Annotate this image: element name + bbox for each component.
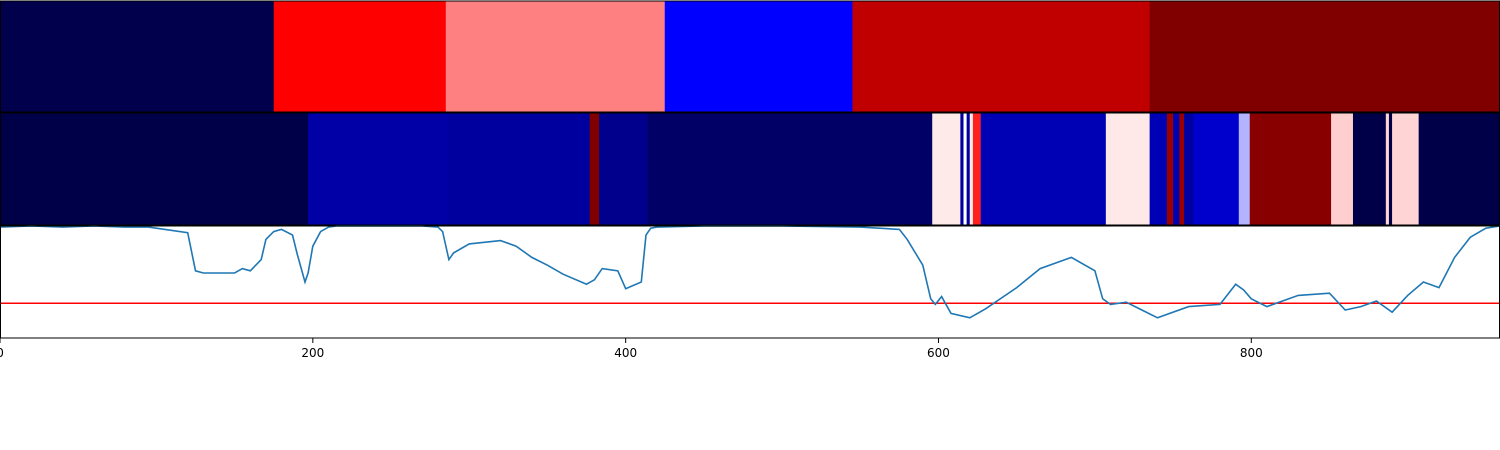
strip1-segment-22 [1331,113,1354,225]
strip0-segment-3 [664,1,853,112]
strip1-segment-0 [0,113,309,225]
score-series-line [0,225,1500,319]
strip1-segment-2 [448,113,591,225]
x-axis: 0 200 400 600 800 [0,338,1263,360]
x-tick-label-400: 400 [614,346,637,360]
strip1-segment-24 [1385,113,1390,225]
top-segment-strip [0,1,1500,112]
strip1-segment-8 [963,113,968,225]
line-plot-frame [0,225,1500,339]
strip0-segment-2 [445,1,666,112]
strip1-segment-18 [1184,113,1194,225]
strip1-segment-7 [960,113,964,225]
middle-segment-strip [0,113,1500,225]
strip1-segment-14 [1149,113,1168,225]
strip1-segment-1 [308,113,450,225]
strip0-segment-4 [852,1,1151,112]
x-tick-label-200: 200 [301,346,324,360]
strip1-segment-27 [1418,113,1500,225]
strip0-segment-5 [1149,1,1500,112]
strip1-segment-17 [1179,113,1185,225]
strip1-segment-9 [966,113,971,225]
x-tick-label-800: 800 [1240,346,1263,360]
strip1-segment-21 [1249,113,1332,225]
strip1-segment-4 [599,113,648,225]
strip1-segment-19 [1193,113,1240,225]
x-tick-label-0: 0 [0,346,4,360]
x-tick-label-600: 600 [927,346,950,360]
strip1-segment-16 [1173,113,1180,225]
line-plot-area [0,225,1500,319]
strip1-segment-23 [1352,113,1387,225]
strip1-segment-13 [1105,113,1151,225]
strip0-segment-0 [0,1,275,112]
strip0-segment-1 [273,1,447,112]
strip1-segment-11 [972,113,982,225]
strip1-segment-20 [1238,113,1251,225]
strip1-segment-10 [969,113,974,225]
strip1-segment-6 [932,113,961,225]
strip1-segment-12 [980,113,1107,225]
strip1-segment-3 [589,113,600,225]
strip1-segment-25 [1388,113,1393,225]
strip1-segment-26 [1392,113,1420,225]
strip1-segment-15 [1166,113,1174,225]
strip1-segment-5 [647,113,933,225]
